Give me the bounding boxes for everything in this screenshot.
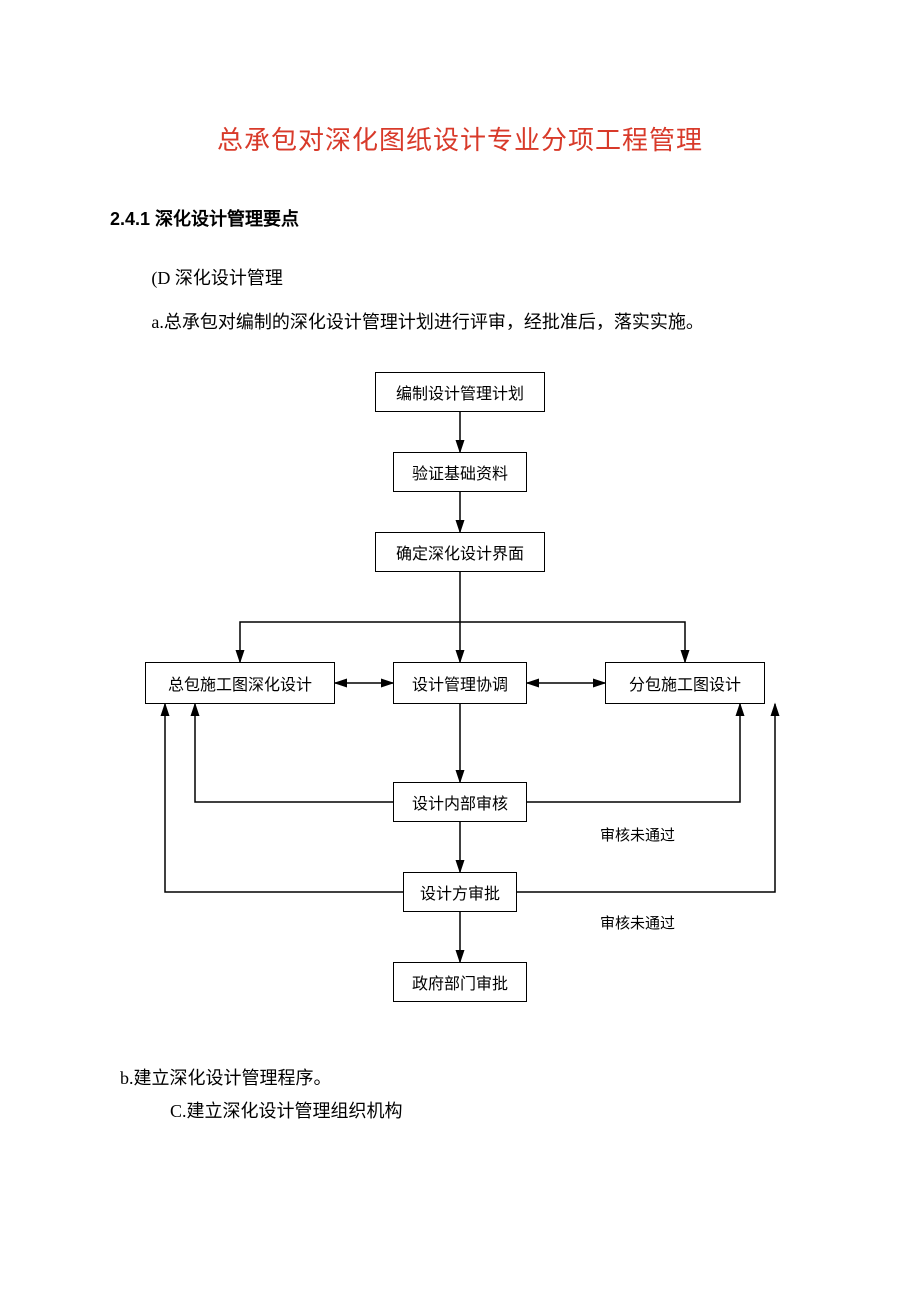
paragraph-c: C.建立深化设计管理组织机构 [170, 1095, 810, 1127]
flowchart-edge-label: 审核未通过 [600, 912, 675, 933]
paragraph-d: (D 深化设计管理 [110, 259, 810, 299]
flowchart-node-n3: 确定深化设计界面 [375, 532, 545, 572]
flowchart-node-n4: 总包施工图深化设计 [145, 662, 335, 704]
section-heading: 2.4.1 深化设计管理要点 [110, 205, 810, 231]
flowchart-node-n8: 设计方审批 [403, 872, 517, 912]
flowchart-node-n5: 设计管理协调 [393, 662, 527, 704]
flowchart-node-n9: 政府部门审批 [393, 962, 527, 1002]
flowchart-edge-label: 审核未通过 [600, 824, 675, 845]
flowchart-node-n1: 编制设计管理计划 [375, 372, 545, 412]
flowchart: 编制设计管理计划验证基础资料确定深化设计界面总包施工图深化设计 设计管理协调 分包施… [110, 372, 810, 1052]
flowchart-node-n7: 设计内部审核 [393, 782, 527, 822]
page-title: 总承包对深化图纸设计专业分项工程管理 [110, 120, 810, 157]
paragraph-a: a.总承包对编制的深化设计管理计划进行评审，经批准后，落实实施。 [110, 303, 810, 343]
flowchart-node-n2: 验证基础资料 [393, 452, 527, 492]
paragraph-b: b.建立深化设计管理程序。 [120, 1062, 810, 1094]
flowchart-node-n6: 分包施工图设计 [605, 662, 765, 704]
